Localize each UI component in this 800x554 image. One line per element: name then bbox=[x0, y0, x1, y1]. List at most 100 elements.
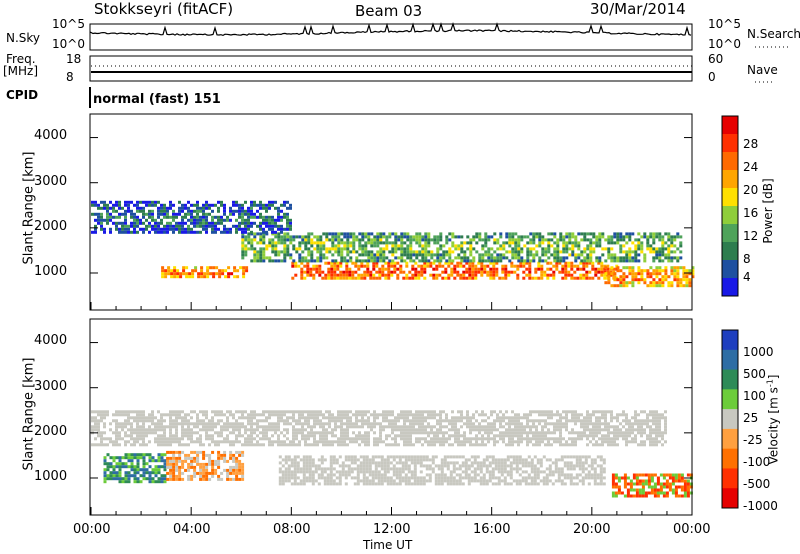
velocity-cell-1 bbox=[527, 461, 531, 465]
velocity-cell-0 bbox=[445, 425, 448, 429]
power-cell-1 bbox=[489, 270, 493, 274]
power-cell-4 bbox=[607, 278, 611, 282]
velocity-cell-0 bbox=[406, 434, 409, 438]
velocity-cell-0 bbox=[652, 428, 655, 432]
velocity-cell-0 bbox=[298, 410, 301, 414]
velocity-cell-0 bbox=[589, 413, 592, 417]
velocity-cell-0 bbox=[325, 416, 328, 420]
velocity-cell-3 bbox=[181, 465, 185, 469]
power-cell-1 bbox=[573, 276, 577, 280]
power-cell-2 bbox=[448, 232, 452, 236]
velocity-cell-0 bbox=[562, 443, 565, 447]
velocity-cell-1 bbox=[341, 464, 345, 468]
power-cell-3 bbox=[169, 200, 172, 204]
power-cell-2 bbox=[556, 238, 560, 242]
velocity-cell-0 bbox=[460, 425, 463, 429]
power-cell-3 bbox=[268, 227, 271, 231]
velocity-cell-0 bbox=[331, 440, 334, 444]
velocity-cell-1 bbox=[467, 476, 471, 480]
power-cell-2 bbox=[598, 259, 602, 263]
power-cell-0 bbox=[200, 266, 204, 270]
power-cell-3 bbox=[151, 203, 154, 207]
power-cell-2 bbox=[349, 241, 353, 245]
velocity-cell-0 bbox=[643, 428, 646, 432]
power-cell-2 bbox=[667, 235, 671, 239]
velocity-cell-0 bbox=[289, 422, 292, 426]
power-cell-2 bbox=[424, 259, 428, 263]
velocity-cell-1 bbox=[458, 467, 462, 471]
velocity-cell-0 bbox=[304, 443, 307, 447]
power-cell-3 bbox=[100, 206, 103, 210]
power-cell-2 bbox=[409, 256, 413, 260]
power-cell-2 bbox=[619, 238, 623, 242]
power-cell-1 bbox=[588, 276, 592, 280]
power-cell-1 bbox=[351, 276, 355, 280]
power-cell-2 bbox=[676, 235, 680, 239]
power-cell-2 bbox=[490, 235, 494, 239]
power-cell-1 bbox=[600, 267, 604, 271]
power-cell-3 bbox=[109, 218, 112, 222]
velocity-cell-1 bbox=[536, 458, 540, 462]
velocity-cell-0 bbox=[391, 413, 394, 417]
power-cell-4 bbox=[622, 272, 626, 276]
power-cell-1 bbox=[429, 273, 433, 277]
power-cell-2 bbox=[280, 235, 284, 239]
velocity-cell-0 bbox=[544, 431, 547, 435]
power-cell-1 bbox=[381, 264, 385, 268]
velocity-cell-0 bbox=[196, 431, 199, 435]
power-cell-1 bbox=[564, 264, 568, 268]
velocity-cell-0 bbox=[238, 431, 241, 435]
velocity-cell-0 bbox=[436, 419, 439, 423]
power-cell-3 bbox=[208, 212, 211, 216]
power-cell-2 bbox=[478, 232, 482, 236]
power-cell-1 bbox=[348, 270, 352, 274]
velocity-cell-1 bbox=[518, 482, 522, 486]
velocity-cell-0 bbox=[511, 437, 514, 441]
power-cell-2 bbox=[385, 238, 389, 242]
power-cell-1 bbox=[444, 270, 448, 274]
velocity-cell-2 bbox=[151, 480, 155, 484]
velocity-cell-1 bbox=[452, 464, 456, 468]
power-cell-2 bbox=[658, 256, 662, 260]
power-cell-1 bbox=[339, 273, 343, 277]
velocity-cell-1 bbox=[557, 458, 561, 462]
velocity-cell-0 bbox=[238, 425, 241, 429]
power-cell-2 bbox=[331, 232, 335, 236]
power-cell-1 bbox=[396, 276, 400, 280]
velocity-cell-0 bbox=[646, 434, 649, 438]
velocity-cell-0 bbox=[433, 431, 436, 435]
power-cell-3 bbox=[127, 230, 130, 234]
velocity-cell-1 bbox=[404, 473, 408, 477]
power-cell-2 bbox=[415, 250, 419, 254]
power-cell-1 bbox=[369, 276, 373, 280]
velocity-cell-0 bbox=[304, 437, 307, 441]
velocity-cell-0 bbox=[193, 440, 196, 444]
power-cell-2 bbox=[346, 238, 350, 242]
velocity-cell-1 bbox=[344, 473, 348, 477]
velocity-cell-0 bbox=[94, 416, 97, 420]
power-cell-3 bbox=[193, 203, 196, 207]
velocity-cell-1 bbox=[503, 482, 507, 486]
power-cell-4 bbox=[655, 269, 659, 273]
velocity-cell-0 bbox=[322, 413, 325, 417]
power-cell-2 bbox=[565, 232, 569, 236]
velocity-cell-2 bbox=[103, 456, 107, 460]
velocity-cell-0 bbox=[553, 425, 556, 429]
velocity-cell-3 bbox=[193, 474, 197, 478]
velocity-cell-0 bbox=[250, 443, 253, 447]
velocity-cell-0 bbox=[268, 416, 271, 420]
velocity-cell-0 bbox=[520, 416, 523, 420]
power-cell-1 bbox=[378, 270, 382, 274]
power-cell-2 bbox=[445, 253, 449, 257]
velocity-cell-0 bbox=[661, 434, 664, 438]
velocity-cell-0 bbox=[571, 410, 574, 414]
power-cell-3 bbox=[265, 215, 268, 219]
power-cell-3 bbox=[265, 224, 268, 228]
power-cell-2 bbox=[619, 244, 623, 248]
velocity-cell-1 bbox=[287, 467, 291, 471]
power-cell-2 bbox=[454, 244, 458, 248]
power-cell-1 bbox=[477, 270, 481, 274]
power-cell-4 bbox=[613, 275, 617, 279]
power-cell-4 bbox=[646, 284, 650, 288]
velocity-cell-0 bbox=[430, 428, 433, 432]
